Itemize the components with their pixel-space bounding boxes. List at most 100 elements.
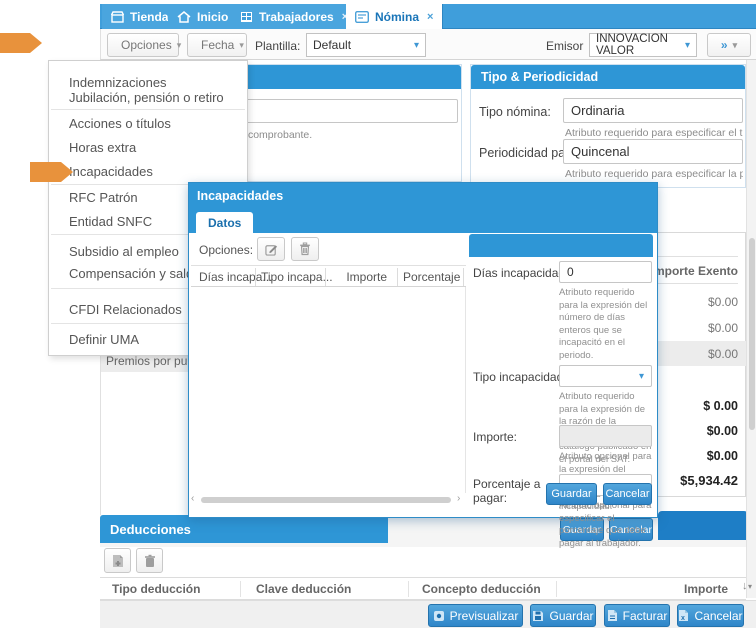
menu-separator [51, 109, 245, 110]
menu-item-entidad-snfc[interactable]: Entidad SNFC [69, 213, 153, 229]
guardar-button[interactable]: Guardar [530, 604, 596, 627]
facturar-label: Facturar [622, 608, 668, 623]
scrollbar-thumb[interactable] [749, 238, 755, 430]
opciones-button[interactable]: Opciones ▾ [107, 33, 182, 57]
scroll-left-icon[interactable]: ‹ [191, 493, 195, 504]
importe-input [559, 425, 652, 447]
preview-icon [433, 610, 444, 621]
trash-icon [300, 242, 310, 256]
svg-text:x: x [681, 615, 685, 622]
cancelar-label: Cancelar [694, 608, 743, 623]
guardar-label: Guardar [549, 608, 594, 623]
tab-label: Inicio [197, 9, 229, 24]
menu-item-compensacion[interactable]: Compensación y saldos [69, 265, 208, 281]
menu-item-incapacidades[interactable]: Incapacidades [69, 163, 153, 179]
toolbar-overflow-button[interactable]: » ▾ [707, 33, 751, 57]
tipo-nomina-input[interactable] [563, 98, 743, 123]
col-dias[interactable]: Días incapa... [199, 270, 273, 284]
percepcion-row-premios[interactable]: Premios por puntualidad [101, 351, 189, 372]
form-cancelar-button[interactable]: Cancelar [609, 518, 653, 541]
tab-tienda[interactable]: Tienda [102, 4, 179, 29]
form-guardar-button[interactable]: Guardar [560, 518, 604, 541]
tab-close-icon[interactable]: × [341, 10, 349, 23]
caret-down-icon: ▾ [732, 39, 738, 50]
menu-item-horas-extra[interactable]: Horas extra [69, 139, 137, 155]
annotation-arrow-opciones [0, 33, 30, 53]
fecha-button-label: Fecha [201, 38, 235, 52]
tab-close-icon[interactable]: × [427, 10, 434, 23]
grand-total-value: $5,934.42 [680, 473, 738, 488]
menu-item-acciones[interactable]: Acciones o títulos [69, 115, 171, 131]
total-value: $ 0.00 [703, 399, 738, 413]
bottom-action-bar: Previsualizar Guardar Facturar x Cancela… [100, 600, 756, 628]
trash-icon [144, 554, 155, 567]
tab-trabajadores[interactable]: Trabajadores × [231, 4, 359, 29]
col-importe[interactable]: Importe [346, 270, 387, 284]
tab-datos[interactable]: Datos [196, 212, 254, 233]
menu-item-jubilacion[interactable]: Jubilación, pensión o retiro [69, 89, 224, 105]
divider [408, 581, 409, 597]
modal-cancelar-button[interactable]: Cancelar [603, 483, 652, 505]
col-tipo[interactable]: Tipo incapa... [261, 270, 333, 284]
fecha-button[interactable]: Fecha ▾ [187, 33, 247, 57]
cancelar-button[interactable]: x Cancelar [677, 604, 744, 627]
tab-inicio[interactable]: Inicio [168, 4, 239, 29]
delete-incapacidad-button[interactable] [291, 237, 319, 261]
menu-separator [51, 288, 245, 289]
previsualizar-label: Previsualizar [449, 608, 519, 623]
payroll-doc-icon [355, 10, 369, 23]
annotation-arrow-opciones-tip [30, 33, 42, 53]
edit-incapacidad-button[interactable] [257, 237, 285, 261]
col-tipo-deduccion[interactable]: Tipo deducción [112, 582, 201, 596]
annotation-arrow-incapacidades-tip [61, 162, 73, 182]
deduccion-add-button[interactable] [104, 548, 131, 573]
caret-down-icon: ▾ [239, 39, 244, 50]
incapacidades-modal: Incapacidades Datos Opciones: Días incap… [188, 182, 658, 549]
cancel-doc-icon: x [679, 610, 689, 622]
col-concepto-deduccion[interactable]: Concepto deducción [422, 582, 541, 596]
exento-cell: $0.00 [707, 347, 738, 361]
vertical-scrollbar[interactable]: ▾ [746, 60, 756, 598]
modal-opciones-label: Opciones: [199, 243, 254, 257]
col-clave-deduccion[interactable]: Clave deducción [256, 582, 352, 596]
menu-item-indemnizaciones[interactable]: Indemnizaciones [69, 74, 167, 90]
deduccion-delete-button[interactable] [136, 548, 163, 573]
emisor-select[interactable]: INNOVACION VALOR ▾ [589, 33, 697, 57]
annotation-arrow-incapacidades [30, 162, 61, 182]
importe-label: Importe: [473, 430, 518, 444]
scroll-right-icon[interactable]: › [457, 493, 461, 504]
menu-item-subsidio[interactable]: Subsidio al empleo [69, 243, 179, 259]
menu-separator [51, 184, 245, 185]
tab-label: Trabajadores [259, 9, 334, 24]
caret-down-icon: ▾ [413, 39, 419, 51]
menu-item-rfc-patron[interactable]: RFC Patrón [69, 189, 138, 205]
home-icon [177, 10, 191, 23]
divider [463, 268, 464, 286]
facturar-button[interactable]: Facturar [604, 604, 670, 627]
incapacidades-list-area [191, 287, 466, 493]
menu-item-definir-uma[interactable]: Definir UMA [69, 331, 140, 347]
caret-down-icon: ▾ [176, 39, 182, 50]
tipo-periodicidad-header: Tipo & Periodicidad [471, 65, 745, 89]
dias-label: Días incapacidad: [473, 266, 569, 280]
tab-nomina[interactable]: Nómina × [346, 4, 444, 29]
total-value: $0.00 [706, 449, 738, 463]
tipo-nomina-label: Tipo nómina: [479, 105, 551, 119]
tipo-incapacidad-select[interactable]: ▾ [559, 365, 652, 387]
modal-horizontal-scrollbar[interactable]: ‹ › [191, 493, 466, 505]
col-porcentaje[interactable]: Porcentaje [403, 270, 461, 284]
menu-item-cfdi-relacionados[interactable]: CFDI Relacionados [69, 301, 182, 317]
scroll-down-icon[interactable]: ↓ [742, 580, 748, 592]
scrollbar-thumb[interactable] [201, 497, 451, 503]
previsualizar-button[interactable]: Previsualizar [428, 604, 523, 627]
tab-label: Nómina [375, 9, 420, 24]
col-importe[interactable]: Importe [683, 582, 728, 596]
emisor-label: Emisor [546, 39, 584, 53]
dias-input[interactable] [559, 261, 652, 283]
modal-guardar-button[interactable]: Guardar [546, 483, 597, 505]
periodicidad-input[interactable] [563, 139, 743, 164]
scrollbar-arrow-down-icon[interactable]: ▾ [748, 582, 753, 591]
porcentaje-help: Atributo opcional para especificar el po… [559, 500, 652, 549]
divider [100, 577, 746, 578]
plantilla-select[interactable]: Default ▾ [306, 33, 426, 57]
